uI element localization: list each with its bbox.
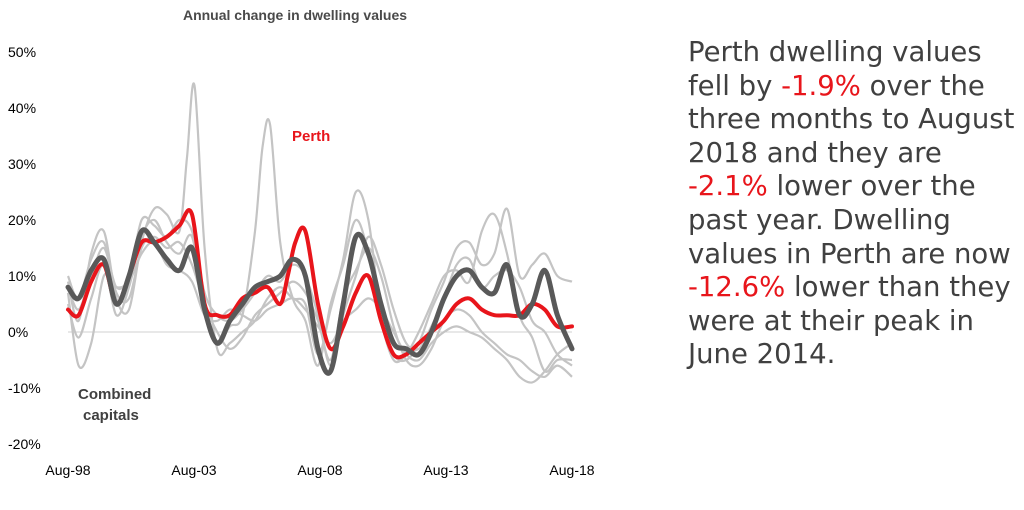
y-axis: -20% -10% 0% 10% 20% 30% 40% 50% (8, 44, 41, 452)
commentary-text: Perth dwelling values fell by -1.9% over… (688, 36, 1018, 372)
y-tick-label: 0% (8, 324, 28, 340)
perth-annotation: Perth (292, 128, 330, 145)
y-tick-label: 50% (8, 44, 36, 60)
chart-title: Annual change in dwelling values (183, 7, 407, 23)
other-capital-line (66, 82, 573, 363)
x-tick-label: Aug-03 (171, 462, 216, 478)
commentary-segment: lower than they were at their peak in Ju… (688, 271, 1011, 371)
commentary-segment: Perth dwelling values fell by (688, 36, 982, 102)
y-tick-label: 30% (8, 156, 36, 172)
highlight-lines (65, 208, 575, 376)
y-tick-label: -20% (8, 436, 41, 452)
other-capital-line (66, 118, 573, 373)
y-tick-label: -10% (8, 380, 41, 396)
commentary-segment: lower over the past year. Dwelling value… (688, 170, 1011, 270)
x-axis: Aug-98 Aug-03 Aug-08 Aug-13 Aug-18 (45, 462, 594, 478)
highlight-value: -2.1% (688, 170, 768, 203)
combined-annotation-line2: capitals (83, 407, 139, 424)
x-tick-label: Aug-13 (423, 462, 468, 478)
combined-capitals-line (65, 227, 575, 376)
combined-annotation-line1: Combined (78, 386, 151, 403)
x-tick-label: Aug-18 (549, 462, 594, 478)
x-tick-label: Aug-98 (45, 462, 90, 478)
y-tick-label: 10% (8, 268, 36, 284)
y-tick-label: 40% (8, 100, 36, 116)
highlight-value: -1.9% (781, 69, 861, 102)
commentary-segment: over the three months to August 2018 and… (688, 69, 1015, 169)
x-tick-label: Aug-08 (297, 462, 342, 478)
highlight-value: -12.6% (688, 271, 786, 304)
other-capital-line (66, 215, 573, 367)
dwelling-values-chart: Annual change in dwelling values -20% -10… (8, 7, 595, 478)
other-capital-line (66, 240, 573, 384)
y-tick-label: 20% (8, 212, 36, 228)
